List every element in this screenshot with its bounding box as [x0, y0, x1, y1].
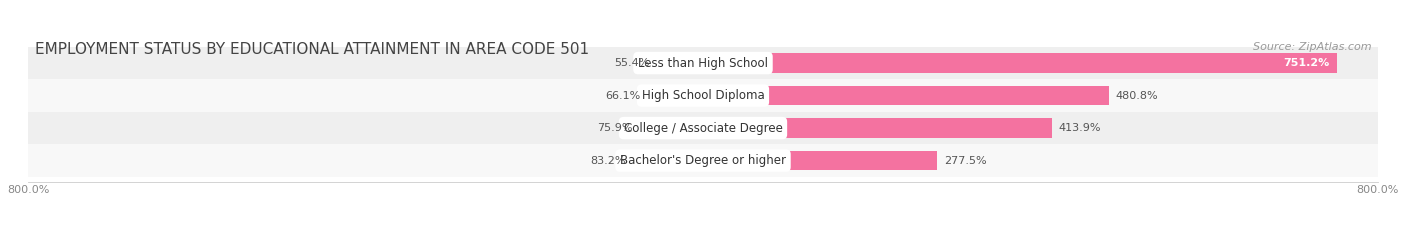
Text: 55.4%: 55.4%: [614, 58, 650, 68]
Text: 751.2%: 751.2%: [1284, 58, 1330, 68]
Text: College / Associate Degree: College / Associate Degree: [624, 122, 782, 135]
Bar: [28, 144, 1378, 177]
Bar: [638, 118, 703, 138]
Text: 75.9%: 75.9%: [596, 123, 633, 133]
Bar: [657, 53, 703, 73]
Text: High School Diploma: High School Diploma: [641, 89, 765, 102]
Bar: [28, 112, 1378, 144]
Bar: [703, 86, 1108, 105]
Bar: [647, 86, 703, 105]
Text: Source: ZipAtlas.com: Source: ZipAtlas.com: [1253, 42, 1371, 52]
Text: EMPLOYMENT STATUS BY EDUCATIONAL ATTAINMENT IN AREA CODE 501: EMPLOYMENT STATUS BY EDUCATIONAL ATTAINM…: [35, 42, 589, 57]
Bar: [28, 47, 1378, 79]
Bar: [703, 53, 1337, 73]
Bar: [28, 79, 1378, 112]
Bar: [703, 151, 938, 170]
Bar: [633, 151, 703, 170]
Text: Less than High School: Less than High School: [638, 57, 768, 70]
Text: Bachelor's Degree or higher: Bachelor's Degree or higher: [620, 154, 786, 167]
Bar: [703, 118, 1052, 138]
Text: 413.9%: 413.9%: [1059, 123, 1101, 133]
Text: 83.2%: 83.2%: [591, 156, 626, 166]
Text: 480.8%: 480.8%: [1115, 91, 1159, 101]
Text: 66.1%: 66.1%: [605, 91, 641, 101]
Text: 277.5%: 277.5%: [943, 156, 987, 166]
